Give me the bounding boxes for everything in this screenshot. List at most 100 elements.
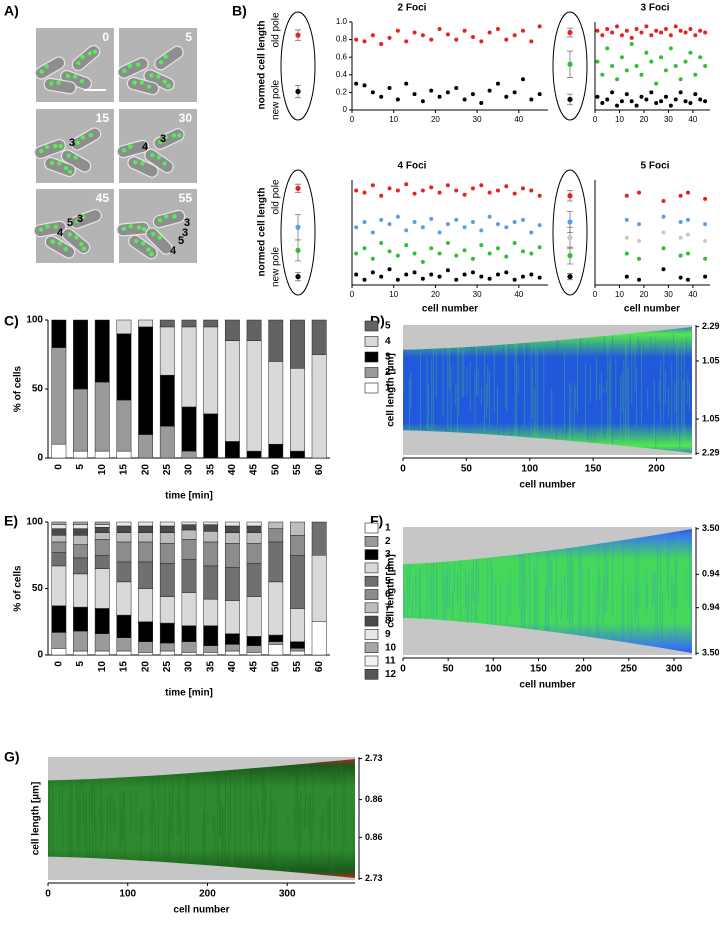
focus	[158, 139, 163, 145]
bar-segment	[94, 527, 110, 533]
point	[685, 217, 690, 222]
point	[637, 238, 642, 243]
bar-segment	[51, 443, 67, 459]
point	[454, 277, 459, 282]
bar-segment	[94, 568, 110, 609]
bar-segment	[224, 441, 240, 459]
bar-segment	[224, 521, 240, 527]
y-tick-label: 0.2	[336, 88, 348, 97]
bar-segment	[203, 625, 219, 646]
point	[678, 253, 683, 258]
cell	[34, 56, 66, 80]
legend-swatch	[364, 549, 379, 560]
bar-segment	[94, 381, 110, 452]
cell	[153, 128, 185, 150]
point	[685, 232, 690, 237]
point	[512, 277, 517, 282]
x-tick-label: 5	[75, 661, 86, 667]
point	[379, 274, 384, 279]
point	[495, 222, 500, 227]
bar-segment	[246, 645, 262, 653]
cell	[71, 44, 101, 72]
bar-segment	[203, 565, 219, 600]
point	[445, 268, 450, 273]
legend-label: 3	[385, 352, 391, 363]
bar-segment	[51, 524, 67, 529]
point	[445, 90, 450, 95]
x-tick-label: 20	[639, 115, 648, 124]
y-tick-label: 3.50	[702, 648, 720, 658]
bar-segment	[116, 521, 132, 527]
bar-segment	[51, 605, 67, 633]
point	[512, 33, 517, 38]
chart-title: 3 Foci	[641, 3, 670, 14]
x-tick-label: 0	[593, 290, 598, 299]
cell	[43, 77, 77, 95]
bar-segment	[73, 524, 88, 529]
bar-segment	[181, 592, 197, 626]
legend-swatch	[364, 351, 379, 363]
focus	[80, 54, 85, 60]
x-tick-label: 25	[162, 661, 173, 673]
bar-segment	[290, 608, 305, 642]
focus	[56, 161, 62, 166]
bar-segment	[159, 543, 175, 564]
x-tick-label: 10	[389, 290, 398, 299]
point	[529, 251, 534, 256]
x-axis-label: time [min]	[165, 688, 213, 699]
focus	[140, 161, 145, 166]
point	[437, 190, 442, 195]
y-axis-label: normed cell length	[257, 188, 268, 277]
mean-point	[295, 224, 301, 230]
point	[462, 192, 467, 197]
focus-number: 3	[160, 133, 166, 145]
cell	[44, 156, 76, 178]
bar-segment	[94, 539, 110, 556]
point	[661, 230, 666, 235]
focus	[58, 143, 63, 149]
summary-ellipse	[280, 169, 316, 296]
legend-label: 7	[385, 602, 391, 613]
focus	[135, 62, 141, 67]
bar-segment	[159, 650, 175, 656]
point	[624, 274, 629, 279]
cell	[70, 127, 102, 151]
point	[395, 188, 400, 193]
point	[429, 185, 434, 190]
point	[462, 225, 467, 230]
bar-segment	[181, 529, 197, 540]
bar-segment	[116, 319, 132, 335]
point	[605, 46, 610, 51]
x-tick-label: 35	[205, 464, 216, 476]
bar-segment	[73, 535, 88, 545]
point	[395, 97, 400, 102]
point	[495, 27, 500, 32]
legend-label: 5	[385, 321, 391, 332]
panel-label: E)	[4, 513, 18, 529]
y-axis-label: cell length [µm]	[386, 554, 397, 628]
focus	[87, 51, 93, 56]
point	[595, 94, 600, 99]
x-tick-label: 45	[249, 464, 260, 476]
point	[520, 28, 525, 33]
point	[420, 99, 425, 104]
point	[688, 100, 693, 105]
focus	[92, 49, 98, 54]
point	[420, 259, 425, 264]
point	[654, 100, 659, 105]
bar-segment	[181, 326, 197, 408]
time-label: 15	[96, 111, 110, 125]
x-tick-label: 45	[249, 661, 260, 673]
x-tick-label: 100	[521, 464, 538, 475]
point	[404, 228, 409, 233]
bar-segment	[159, 622, 175, 644]
point	[354, 272, 359, 277]
focus	[39, 148, 44, 154]
point	[600, 72, 605, 77]
point	[610, 90, 615, 95]
cell-body	[70, 208, 102, 230]
point	[437, 274, 442, 279]
point	[437, 230, 442, 235]
x-axis-label: cell number	[422, 304, 478, 315]
point	[520, 249, 525, 254]
